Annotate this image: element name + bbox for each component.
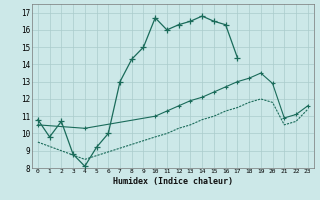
X-axis label: Humidex (Indice chaleur): Humidex (Indice chaleur) xyxy=(113,177,233,186)
